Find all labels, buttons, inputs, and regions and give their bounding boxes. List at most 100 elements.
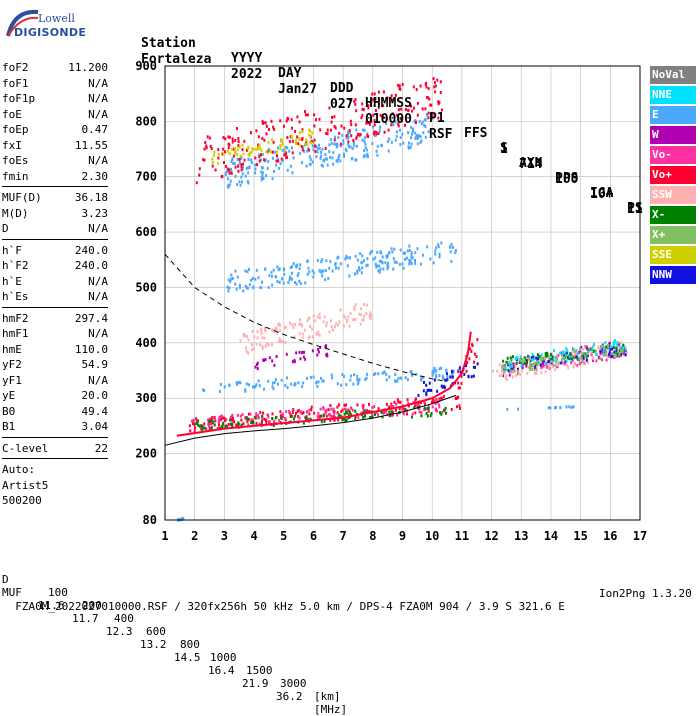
echo-point bbox=[279, 119, 282, 123]
echo-point bbox=[295, 351, 298, 355]
echo-point bbox=[436, 409, 439, 413]
echo-point bbox=[540, 361, 543, 365]
echo-point bbox=[263, 138, 266, 142]
param-name: MUF(D) bbox=[2, 191, 42, 204]
echo-point bbox=[451, 375, 454, 379]
echo-point bbox=[264, 344, 267, 348]
echo-point bbox=[301, 385, 304, 389]
header-label: DDD bbox=[330, 81, 354, 96]
echo-point bbox=[559, 361, 562, 365]
echo-point bbox=[276, 154, 279, 158]
param-name: C-level bbox=[2, 441, 49, 455]
echo-point bbox=[260, 175, 263, 179]
echo-point bbox=[181, 517, 184, 521]
echo-point bbox=[231, 137, 234, 141]
echo-point bbox=[217, 418, 220, 422]
echo-point bbox=[532, 356, 535, 360]
echo-point bbox=[426, 95, 429, 99]
param-value: 22 bbox=[94, 441, 108, 455]
echo-point bbox=[566, 363, 569, 367]
echo-point bbox=[365, 376, 368, 380]
echo-point bbox=[404, 407, 407, 411]
echo-point bbox=[433, 366, 436, 370]
echo-point bbox=[302, 381, 305, 385]
echo-point bbox=[337, 266, 340, 270]
param-row: h`F 240.0 bbox=[2, 243, 108, 259]
echo-point bbox=[440, 241, 443, 245]
echo-point bbox=[203, 158, 206, 162]
echo-point bbox=[307, 336, 310, 340]
echo-point bbox=[355, 144, 358, 148]
echo-point bbox=[228, 183, 231, 187]
echo-point bbox=[314, 144, 317, 148]
echo-point bbox=[330, 319, 333, 323]
echo-point bbox=[390, 410, 393, 414]
echo-point bbox=[300, 322, 303, 326]
echo-point bbox=[346, 319, 349, 323]
echo-point bbox=[259, 147, 262, 151]
echo-point bbox=[225, 418, 228, 422]
echo-point bbox=[209, 422, 212, 426]
echo-point bbox=[536, 360, 539, 364]
echo-point bbox=[236, 275, 239, 279]
echo-point bbox=[251, 385, 254, 389]
echo-point bbox=[293, 335, 296, 339]
echo-point bbox=[289, 275, 292, 279]
echo-point bbox=[304, 281, 307, 285]
echo-point bbox=[344, 316, 347, 320]
echo-point bbox=[306, 113, 309, 117]
echo-point bbox=[263, 336, 266, 340]
echo-point bbox=[395, 134, 398, 138]
echo-point bbox=[226, 170, 229, 174]
echo-point bbox=[337, 323, 340, 327]
echo-point bbox=[381, 261, 384, 265]
echo-point bbox=[284, 145, 287, 149]
echo-point bbox=[401, 132, 404, 136]
echo-point bbox=[353, 272, 356, 276]
echo-point bbox=[266, 413, 269, 417]
echo-point bbox=[605, 358, 608, 362]
echo-point bbox=[402, 266, 405, 270]
echo-point bbox=[597, 345, 600, 349]
echo-point bbox=[230, 273, 233, 277]
param-value: 54.9 bbox=[81, 358, 109, 371]
echo-point bbox=[410, 415, 413, 419]
echo-point bbox=[337, 418, 340, 422]
echo-point bbox=[403, 257, 406, 261]
echo-point bbox=[353, 99, 356, 103]
header-label: Station bbox=[141, 36, 196, 51]
echo-point bbox=[292, 325, 295, 329]
echo-point bbox=[354, 409, 357, 413]
echo-point bbox=[384, 410, 387, 414]
echo-point bbox=[422, 131, 425, 135]
echo-point bbox=[273, 421, 276, 425]
echo-point bbox=[498, 363, 501, 367]
echo-point bbox=[419, 135, 422, 139]
echo-point bbox=[364, 142, 367, 146]
echo-point bbox=[261, 414, 264, 418]
echo-point bbox=[190, 419, 193, 423]
echo-point bbox=[296, 263, 299, 267]
echo-point bbox=[458, 404, 461, 408]
param-row: h`F2 240.0 bbox=[2, 258, 108, 274]
echo-point bbox=[375, 265, 378, 269]
echo-point bbox=[364, 410, 367, 414]
echo-point bbox=[565, 359, 568, 363]
echo-point bbox=[267, 379, 270, 383]
echo-point bbox=[359, 252, 362, 256]
echo-point bbox=[272, 125, 275, 129]
echo-point bbox=[423, 406, 426, 410]
echo-point bbox=[392, 123, 395, 127]
echo-point bbox=[373, 118, 376, 122]
echo-point bbox=[352, 318, 355, 322]
echo-point bbox=[235, 127, 238, 131]
echo-point bbox=[546, 351, 549, 355]
echo-point bbox=[617, 354, 620, 358]
header-label: PS bbox=[627, 201, 643, 216]
echo-point bbox=[309, 134, 312, 138]
echo-point bbox=[523, 361, 526, 365]
echo-point bbox=[418, 410, 421, 414]
echo-point bbox=[235, 381, 238, 385]
echo-point bbox=[401, 408, 404, 412]
echo-point bbox=[227, 289, 230, 293]
